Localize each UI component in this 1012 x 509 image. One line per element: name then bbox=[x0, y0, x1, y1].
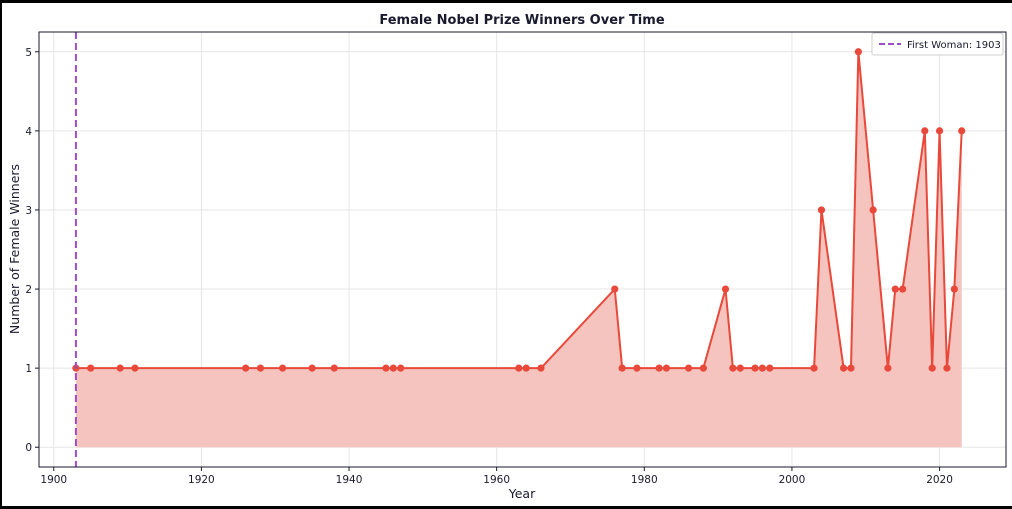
y-tick-label: 5 bbox=[25, 47, 32, 59]
data-point bbox=[943, 364, 951, 372]
y-tick-label: 4 bbox=[25, 126, 32, 138]
data-point bbox=[116, 364, 124, 372]
data-point bbox=[308, 364, 316, 372]
data-point bbox=[618, 364, 626, 372]
x-tick-label: 1920 bbox=[188, 474, 215, 486]
data-point bbox=[611, 285, 619, 293]
data-point bbox=[891, 285, 899, 293]
data-point bbox=[330, 364, 338, 372]
data-point bbox=[87, 364, 95, 372]
area-fill bbox=[75, 51, 962, 448]
legend-box bbox=[871, 32, 1004, 56]
line-chart: Female Nobel Prize Winners Over Time 190… bbox=[7, 13, 1007, 501]
data-point bbox=[242, 364, 250, 372]
data-point bbox=[766, 364, 774, 372]
x-tick-label: 1980 bbox=[631, 474, 658, 486]
data-point bbox=[699, 364, 707, 372]
x-tick-label: 1960 bbox=[483, 474, 510, 486]
data-point bbox=[899, 285, 907, 293]
y-tick-label: 2 bbox=[25, 284, 32, 296]
legend-label: First Woman: 1903 bbox=[907, 40, 1001, 51]
data-point bbox=[884, 364, 892, 372]
y-tick-label: 0 bbox=[25, 442, 32, 454]
y-tick-label: 1 bbox=[25, 363, 32, 375]
data-point bbox=[256, 364, 265, 372]
data-point bbox=[935, 127, 944, 135]
data-point bbox=[840, 364, 848, 372]
legend: First Woman: 1903 bbox=[871, 32, 1004, 56]
data-point bbox=[662, 364, 671, 372]
data-point bbox=[950, 285, 958, 293]
data-point bbox=[278, 364, 287, 372]
data-point bbox=[684, 364, 693, 372]
chart-title: Female Nobel Prize Winners Over Time bbox=[379, 13, 664, 28]
x-tick-label: 2020 bbox=[926, 474, 953, 486]
data-point bbox=[389, 364, 397, 372]
y-tick-label: 3 bbox=[25, 205, 32, 217]
x-tick-label: 1940 bbox=[336, 474, 363, 486]
x-axis: 1900 1920 1940 1960 1980 2000 2020 bbox=[40, 467, 953, 486]
data-point bbox=[758, 364, 767, 372]
data-point bbox=[958, 127, 966, 135]
data-point bbox=[131, 364, 139, 372]
data-point bbox=[382, 364, 390, 372]
data-point bbox=[847, 364, 855, 372]
data-point bbox=[817, 206, 826, 214]
x-tick-label: 1900 bbox=[40, 474, 67, 486]
x-tick-label: 2000 bbox=[779, 474, 806, 486]
data-point bbox=[633, 364, 641, 372]
data-point bbox=[537, 364, 545, 372]
data-point bbox=[515, 364, 523, 372]
data-point bbox=[854, 48, 862, 56]
data-point bbox=[921, 127, 929, 135]
y-axis: 0 1 2 3 4 5 bbox=[25, 47, 39, 454]
data-point bbox=[655, 364, 663, 372]
x-axis-label: Year bbox=[508, 486, 536, 501]
data-point bbox=[522, 364, 530, 372]
y-axis-label: Number of Female Winners bbox=[7, 164, 22, 334]
data-point bbox=[751, 364, 759, 372]
data-point bbox=[810, 364, 818, 372]
data-point bbox=[928, 364, 936, 372]
plot-border bbox=[38, 31, 1007, 468]
data-point bbox=[721, 285, 730, 293]
data-point bbox=[729, 364, 737, 372]
markers bbox=[72, 48, 966, 372]
data-point bbox=[736, 364, 744, 372]
data-point bbox=[869, 206, 877, 214]
data-point bbox=[397, 364, 405, 372]
